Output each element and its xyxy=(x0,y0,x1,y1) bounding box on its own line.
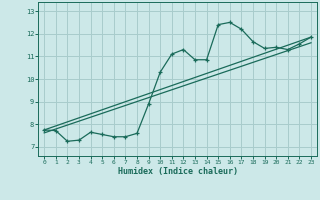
X-axis label: Humidex (Indice chaleur): Humidex (Indice chaleur) xyxy=(118,167,238,176)
